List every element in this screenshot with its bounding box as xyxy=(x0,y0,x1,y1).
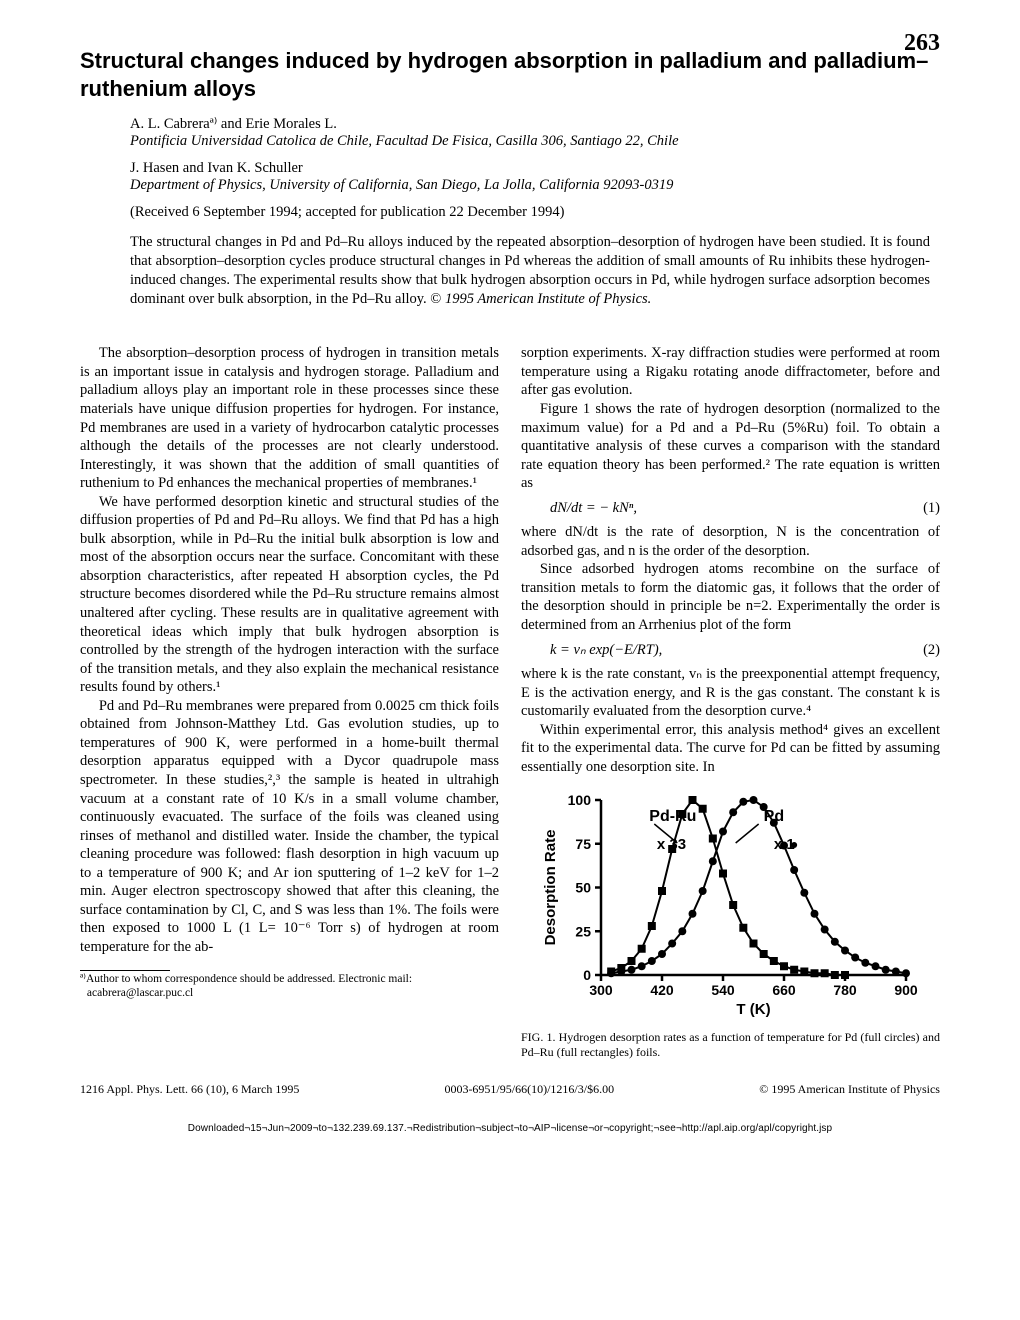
footer-right: © 1995 American Institute of Physics xyxy=(759,1082,940,1097)
download-bar: Downloaded¬15¬Jun¬2009¬to¬132.239.69.137… xyxy=(0,1117,1020,1138)
l-p2: We have performed desorption kinetic and… xyxy=(80,493,499,697)
figure-1-caption: FIG. 1. Hydrogen desorption rates as a f… xyxy=(521,1030,940,1060)
svg-text:Pd-Ru: Pd-Ru xyxy=(649,808,696,825)
left-column: The absorption–desorption process of hyd… xyxy=(80,344,499,1060)
figure-1: 300 420 540 660 780 900 0 25 50 75 100 T (K) Desorpt… xyxy=(521,790,940,1060)
svg-text:540: 540 xyxy=(711,982,735,998)
svg-text:420: 420 xyxy=(650,982,674,998)
footer-left: 1216 Appl. Phys. Lett. 66 (10), 6 March … xyxy=(80,1082,299,1097)
copyright-italic: 1995 American Institute of Physics. xyxy=(445,291,651,307)
received-line: (Received 6 September 1994; accepted for… xyxy=(130,204,940,221)
author-block-2: J. Hasen and Ivan K. Schuller Department… xyxy=(130,160,940,194)
r-p6: Within experimental error, this analysis… xyxy=(521,721,940,777)
svg-text:100: 100 xyxy=(567,792,591,808)
equation-2: k = vₙ exp(−E/RT), (2) xyxy=(550,641,940,660)
l-p1: The absorption–desorption process of hyd… xyxy=(80,344,499,492)
svg-text:25: 25 xyxy=(575,924,591,940)
equation-1: dN/dt = − kNⁿ, (1) xyxy=(550,499,940,518)
svg-text:0: 0 xyxy=(583,967,591,983)
svg-text:75: 75 xyxy=(575,836,591,852)
paper-title: Structural changes induced by hydrogen a… xyxy=(80,47,940,102)
svg-text:900: 900 xyxy=(894,982,918,998)
r-p2: Figure 1 shows the rate of hydrogen deso… xyxy=(521,400,940,493)
page-footer: 1216 Appl. Phys. Lett. 66 (10), 6 March … xyxy=(80,1082,940,1097)
l-p3: Pd and Pd–Ru membranes were prepared fro… xyxy=(80,697,499,957)
eq2-num: (2) xyxy=(923,641,940,660)
eq2-body: k = vₙ exp(−E/RT), xyxy=(550,641,662,660)
affiliation-1: Pontificia Universidad Catolica de Chile… xyxy=(130,133,940,150)
r-p4: Since adsorbed hydrogen atoms recombine … xyxy=(521,560,940,634)
authors-2: J. Hasen and Ivan K. Schuller xyxy=(130,160,940,177)
r-p3: where dN/dt is the rate of desorption, N… xyxy=(521,523,940,560)
svg-text:Desorption Rate: Desorption Rate xyxy=(542,830,559,946)
right-column: sorption experiments. X-ray diffraction … xyxy=(521,344,940,1060)
footer-center: 0003-6951/95/66(10)/1216/3/$6.00 xyxy=(444,1082,614,1097)
affiliation-2: Department of Physics, University of Cal… xyxy=(130,177,940,194)
svg-text:780: 780 xyxy=(833,982,857,998)
footnote-rule xyxy=(80,970,170,971)
r-p5: where k is the rate constant, vₙ is the … xyxy=(521,665,940,721)
figure-1-svg: 300 420 540 660 780 900 0 25 50 75 100 T (K) Desorpt… xyxy=(541,790,921,1020)
svg-text:660: 660 xyxy=(772,982,796,998)
svg-text:T (K): T (K) xyxy=(736,1001,770,1018)
eq1-num: (1) xyxy=(923,499,940,518)
r-p1: sorption experiments. X-ray diffraction … xyxy=(521,344,940,400)
author-block-1: A. L. Cabreraª⁾ and Erie Morales L. Pont… xyxy=(130,116,940,150)
authors-1: A. L. Cabreraª⁾ and Erie Morales L. xyxy=(130,116,940,133)
svg-text:Pd: Pd xyxy=(763,808,783,825)
eq1-body: dN/dt = − kNⁿ, xyxy=(550,499,637,518)
abstract: The structural changes in Pd and Pd–Ru a… xyxy=(130,233,930,308)
svg-text:50: 50 xyxy=(575,880,591,896)
corresponding-author-footnote: ª⁾Author to whom correspondence should b… xyxy=(87,973,499,1001)
svg-text:300: 300 xyxy=(589,982,613,998)
